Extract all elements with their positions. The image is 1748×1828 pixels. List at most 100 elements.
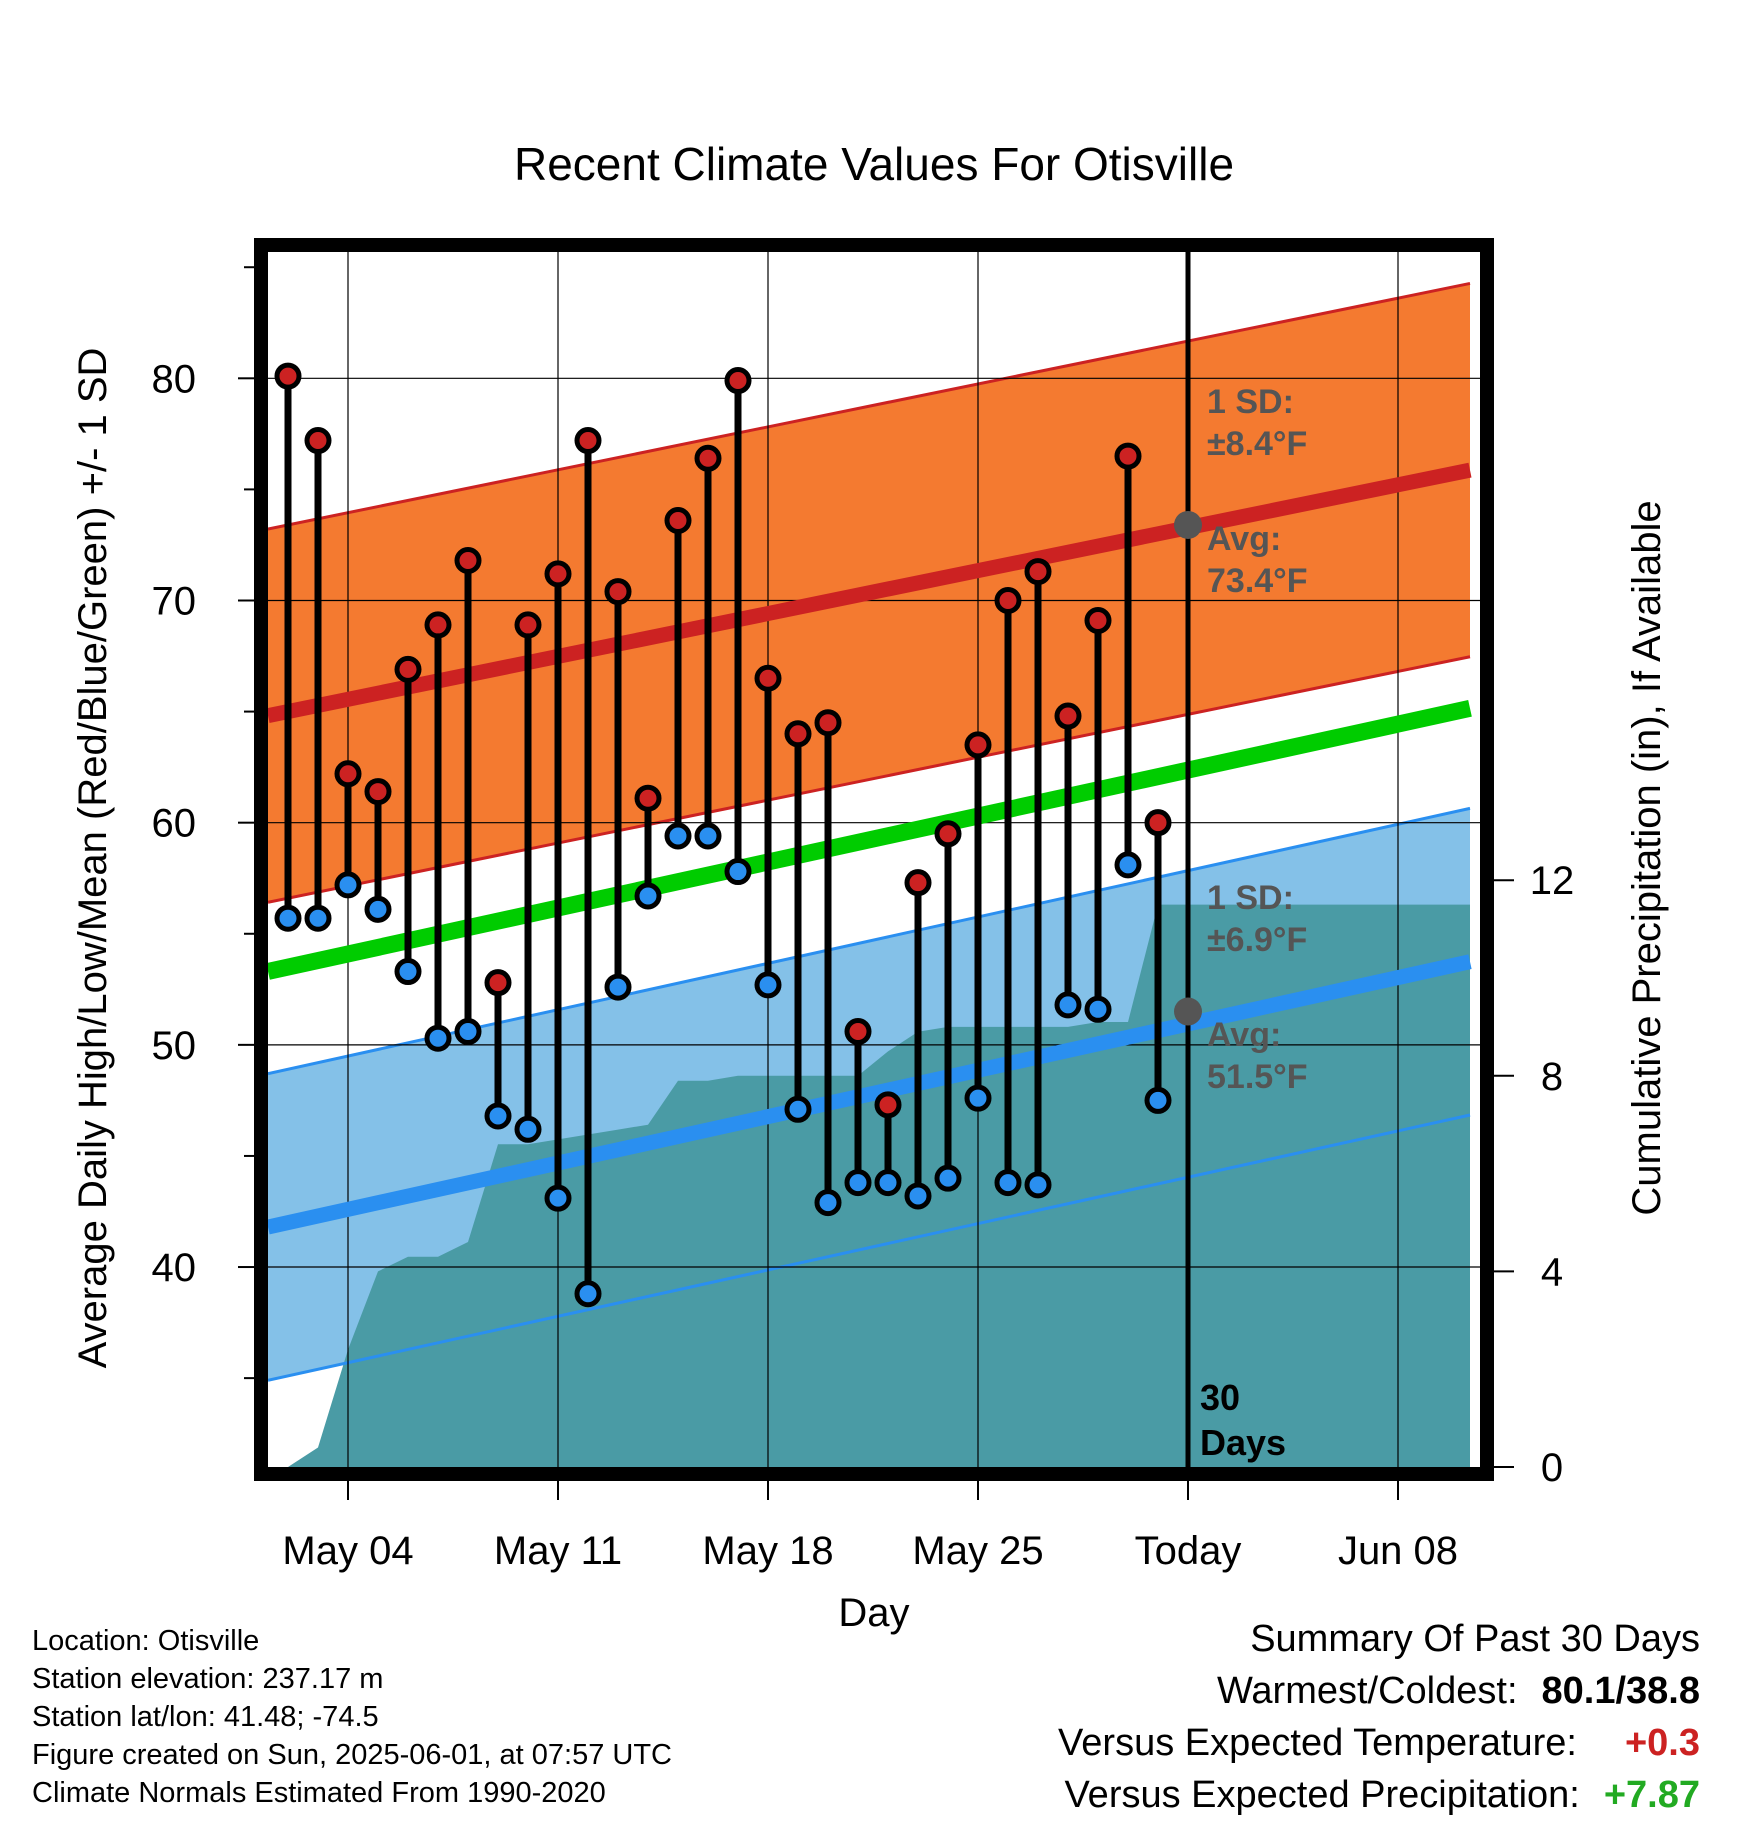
daily-high-point <box>1084 606 1112 634</box>
daily-low-point <box>1144 1086 1172 1114</box>
normals-text: Climate Normals Estimated From 1990-2020 <box>32 1777 606 1809</box>
low-avg-value: 51.5°F <box>1207 1058 1308 1096</box>
warmest-value: 80.1/38.8 <box>1541 1670 1700 1712</box>
low-sd-value: ±6.9°F <box>1207 921 1307 959</box>
daily-high-point <box>454 546 482 574</box>
daily-low-point <box>934 1164 962 1192</box>
daily-high-point <box>1054 702 1082 730</box>
daily-high-point <box>394 655 422 683</box>
daily-low-point <box>874 1169 902 1197</box>
low-avg-label: Avg: <box>1207 1016 1281 1054</box>
daily-high-point <box>334 760 362 788</box>
x-axis-title: Day <box>838 1591 909 1635</box>
daily-low-point <box>544 1184 572 1212</box>
daily-high-point <box>604 578 632 606</box>
summary-panel: Summary Of Past 30 Days Warmest/Coldest:… <box>1058 1618 1700 1826</box>
daily-low-point <box>1054 991 1082 1019</box>
daily-high-point <box>274 362 302 390</box>
daily-low-point <box>484 1102 512 1130</box>
precip-value: +7.87 <box>1603 1774 1700 1816</box>
elevation-text: Station elevation: 237.17 m <box>32 1663 384 1695</box>
low-band-lower-edge <box>268 1113 1471 1382</box>
x-tick-label: May 25 <box>912 1529 1043 1573</box>
y2-tick-label: 8 <box>1541 1055 1563 1099</box>
days-word: Days <box>1200 1422 1286 1463</box>
today-high-avg-point <box>1174 510 1202 539</box>
daily-high-point <box>514 611 542 639</box>
daily-high-point <box>484 969 512 997</box>
daily-low-point <box>604 973 632 1001</box>
daily-high-point <box>664 507 692 535</box>
high-band-upper-edge <box>268 281 1471 531</box>
daily-high-point <box>1144 809 1172 837</box>
precip-label: Versus Expected Precipitation: <box>1064 1774 1580 1816</box>
created-text: Figure created on Sun, 2025-06-01, at 07… <box>32 1739 672 1771</box>
daily-high-point <box>574 427 602 455</box>
x-tick-label: May 11 <box>494 1529 622 1573</box>
daily-low-point <box>694 822 722 850</box>
daily-low-point <box>784 1095 812 1123</box>
daily-low-point <box>994 1169 1022 1197</box>
high-sd-value: ±8.4°F <box>1207 425 1307 463</box>
daily-low-point <box>274 904 302 932</box>
daily-high-point <box>724 367 752 395</box>
y-axis-title: Average Daily High/Low/Mean (Red/Blue/Gr… <box>71 348 115 1369</box>
x-tick-label: May 04 <box>282 1529 413 1573</box>
daily-high-point <box>1024 558 1052 586</box>
daily-low-point <box>364 895 392 923</box>
daily-high-point <box>304 427 332 455</box>
daily-low-point <box>724 858 752 886</box>
x-tick-label: May 18 <box>702 1529 833 1573</box>
daily-high-point <box>364 778 392 806</box>
daily-low-point <box>754 971 782 999</box>
high-avg-label: Avg: <box>1207 520 1281 558</box>
location-text: Location: Otisville <box>32 1625 260 1657</box>
warmest-label: Warmest/Coldest: <box>1216 1670 1518 1712</box>
daily-high-point <box>874 1091 902 1119</box>
daily-high-point <box>784 720 812 748</box>
x-tick-label: Today <box>1135 1529 1242 1573</box>
summary-heading: Summary Of Past 30 Days <box>1250 1618 1700 1660</box>
chart-title: Recent Climate Values For Otisville <box>514 138 1234 190</box>
daily-low-point <box>304 904 332 932</box>
y-tick-label: 50 <box>152 1024 197 1068</box>
station-info: Location: Otisville Station elevation: 2… <box>32 1622 672 1812</box>
daily-low-point <box>334 871 362 899</box>
y-tick-label: 80 <box>152 357 197 401</box>
low-sd-label: 1 SD: <box>1207 879 1294 917</box>
daily-high-point <box>964 731 992 759</box>
daily-low-point <box>574 1280 602 1308</box>
daily-low-point <box>394 958 422 986</box>
y-tick-label: 70 <box>152 579 197 623</box>
plot-frame <box>254 238 1494 1481</box>
daily-high-point <box>754 664 782 692</box>
daily-low-point <box>424 1024 452 1052</box>
y-tick-label: 40 <box>152 1246 197 1290</box>
daily-high-point <box>934 820 962 848</box>
daily-low-point <box>514 1115 542 1143</box>
daily-high-point <box>694 444 722 472</box>
latlon-text: Station lat/lon: 41.48; -74.5 <box>32 1701 379 1733</box>
y2-tick-label: 4 <box>1541 1250 1563 1294</box>
daily-high-point <box>634 784 662 812</box>
daily-low-point <box>904 1182 932 1210</box>
daily-low-point <box>814 1189 842 1217</box>
temp-label: Versus Expected Temperature: <box>1058 1722 1577 1764</box>
daily-high-point <box>844 1018 872 1046</box>
daily-low-point <box>1084 995 1112 1023</box>
daily-high-point <box>544 560 572 588</box>
today-low-avg-point <box>1174 997 1202 1026</box>
x-tick-label: Jun 08 <box>1338 1529 1458 1573</box>
y2-tick-label: 0 <box>1541 1446 1563 1490</box>
daily-high-point <box>814 709 842 737</box>
daily-high-point <box>1114 442 1142 470</box>
y2-tick-label: 12 <box>1530 859 1575 903</box>
daily-low-point <box>454 1018 482 1046</box>
daily-low-point <box>844 1169 872 1197</box>
days-number: 30 <box>1200 1377 1240 1418</box>
daily-low-point <box>1114 851 1142 879</box>
daily-low-point <box>634 882 662 910</box>
y2-axis-title: Cumulative Precipitation (in), If Availa… <box>1625 500 1669 1215</box>
daily-low-point <box>964 1084 992 1112</box>
